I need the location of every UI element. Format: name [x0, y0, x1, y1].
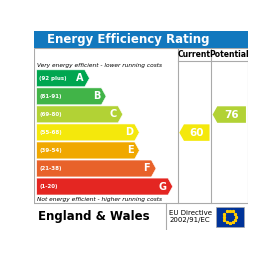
Polygon shape	[213, 106, 246, 123]
Text: (21-38): (21-38)	[39, 166, 62, 171]
Bar	[216, 206, 244, 227]
Text: (1-20): (1-20)	[39, 184, 57, 189]
Bar	[34, 31, 248, 48]
Polygon shape	[37, 160, 156, 177]
Text: G: G	[159, 182, 167, 191]
Text: (69-80): (69-80)	[39, 112, 62, 117]
Text: C: C	[110, 109, 117, 119]
Text: B: B	[93, 91, 100, 101]
Text: D: D	[126, 127, 134, 138]
Text: Very energy efficient - lower running costs: Very energy efficient - lower running co…	[37, 63, 162, 68]
Text: F: F	[144, 164, 150, 173]
Text: Potential: Potential	[210, 50, 249, 59]
Text: EU Directive: EU Directive	[169, 211, 212, 216]
Text: 76: 76	[224, 110, 239, 119]
Polygon shape	[37, 70, 89, 87]
Polygon shape	[37, 178, 173, 195]
Text: (81-91): (81-91)	[39, 94, 62, 99]
Text: E: E	[127, 146, 134, 156]
Text: (92 plus): (92 plus)	[39, 76, 67, 81]
Text: (39-54): (39-54)	[39, 148, 62, 153]
Text: England & Wales: England & Wales	[38, 210, 150, 223]
Text: A: A	[76, 73, 84, 83]
Polygon shape	[37, 124, 139, 141]
Text: Energy Efficiency Rating: Energy Efficiency Rating	[47, 33, 209, 46]
Polygon shape	[179, 124, 210, 141]
Polygon shape	[37, 106, 123, 123]
Polygon shape	[37, 88, 106, 105]
Polygon shape	[37, 142, 139, 159]
Text: Not energy efficient - higher running costs: Not energy efficient - higher running co…	[37, 197, 162, 201]
Text: (55-68): (55-68)	[39, 130, 62, 135]
Text: 2002/91/EC: 2002/91/EC	[169, 217, 210, 223]
Text: 60: 60	[189, 128, 204, 138]
Bar	[34, 204, 248, 230]
Text: Current: Current	[178, 50, 211, 59]
